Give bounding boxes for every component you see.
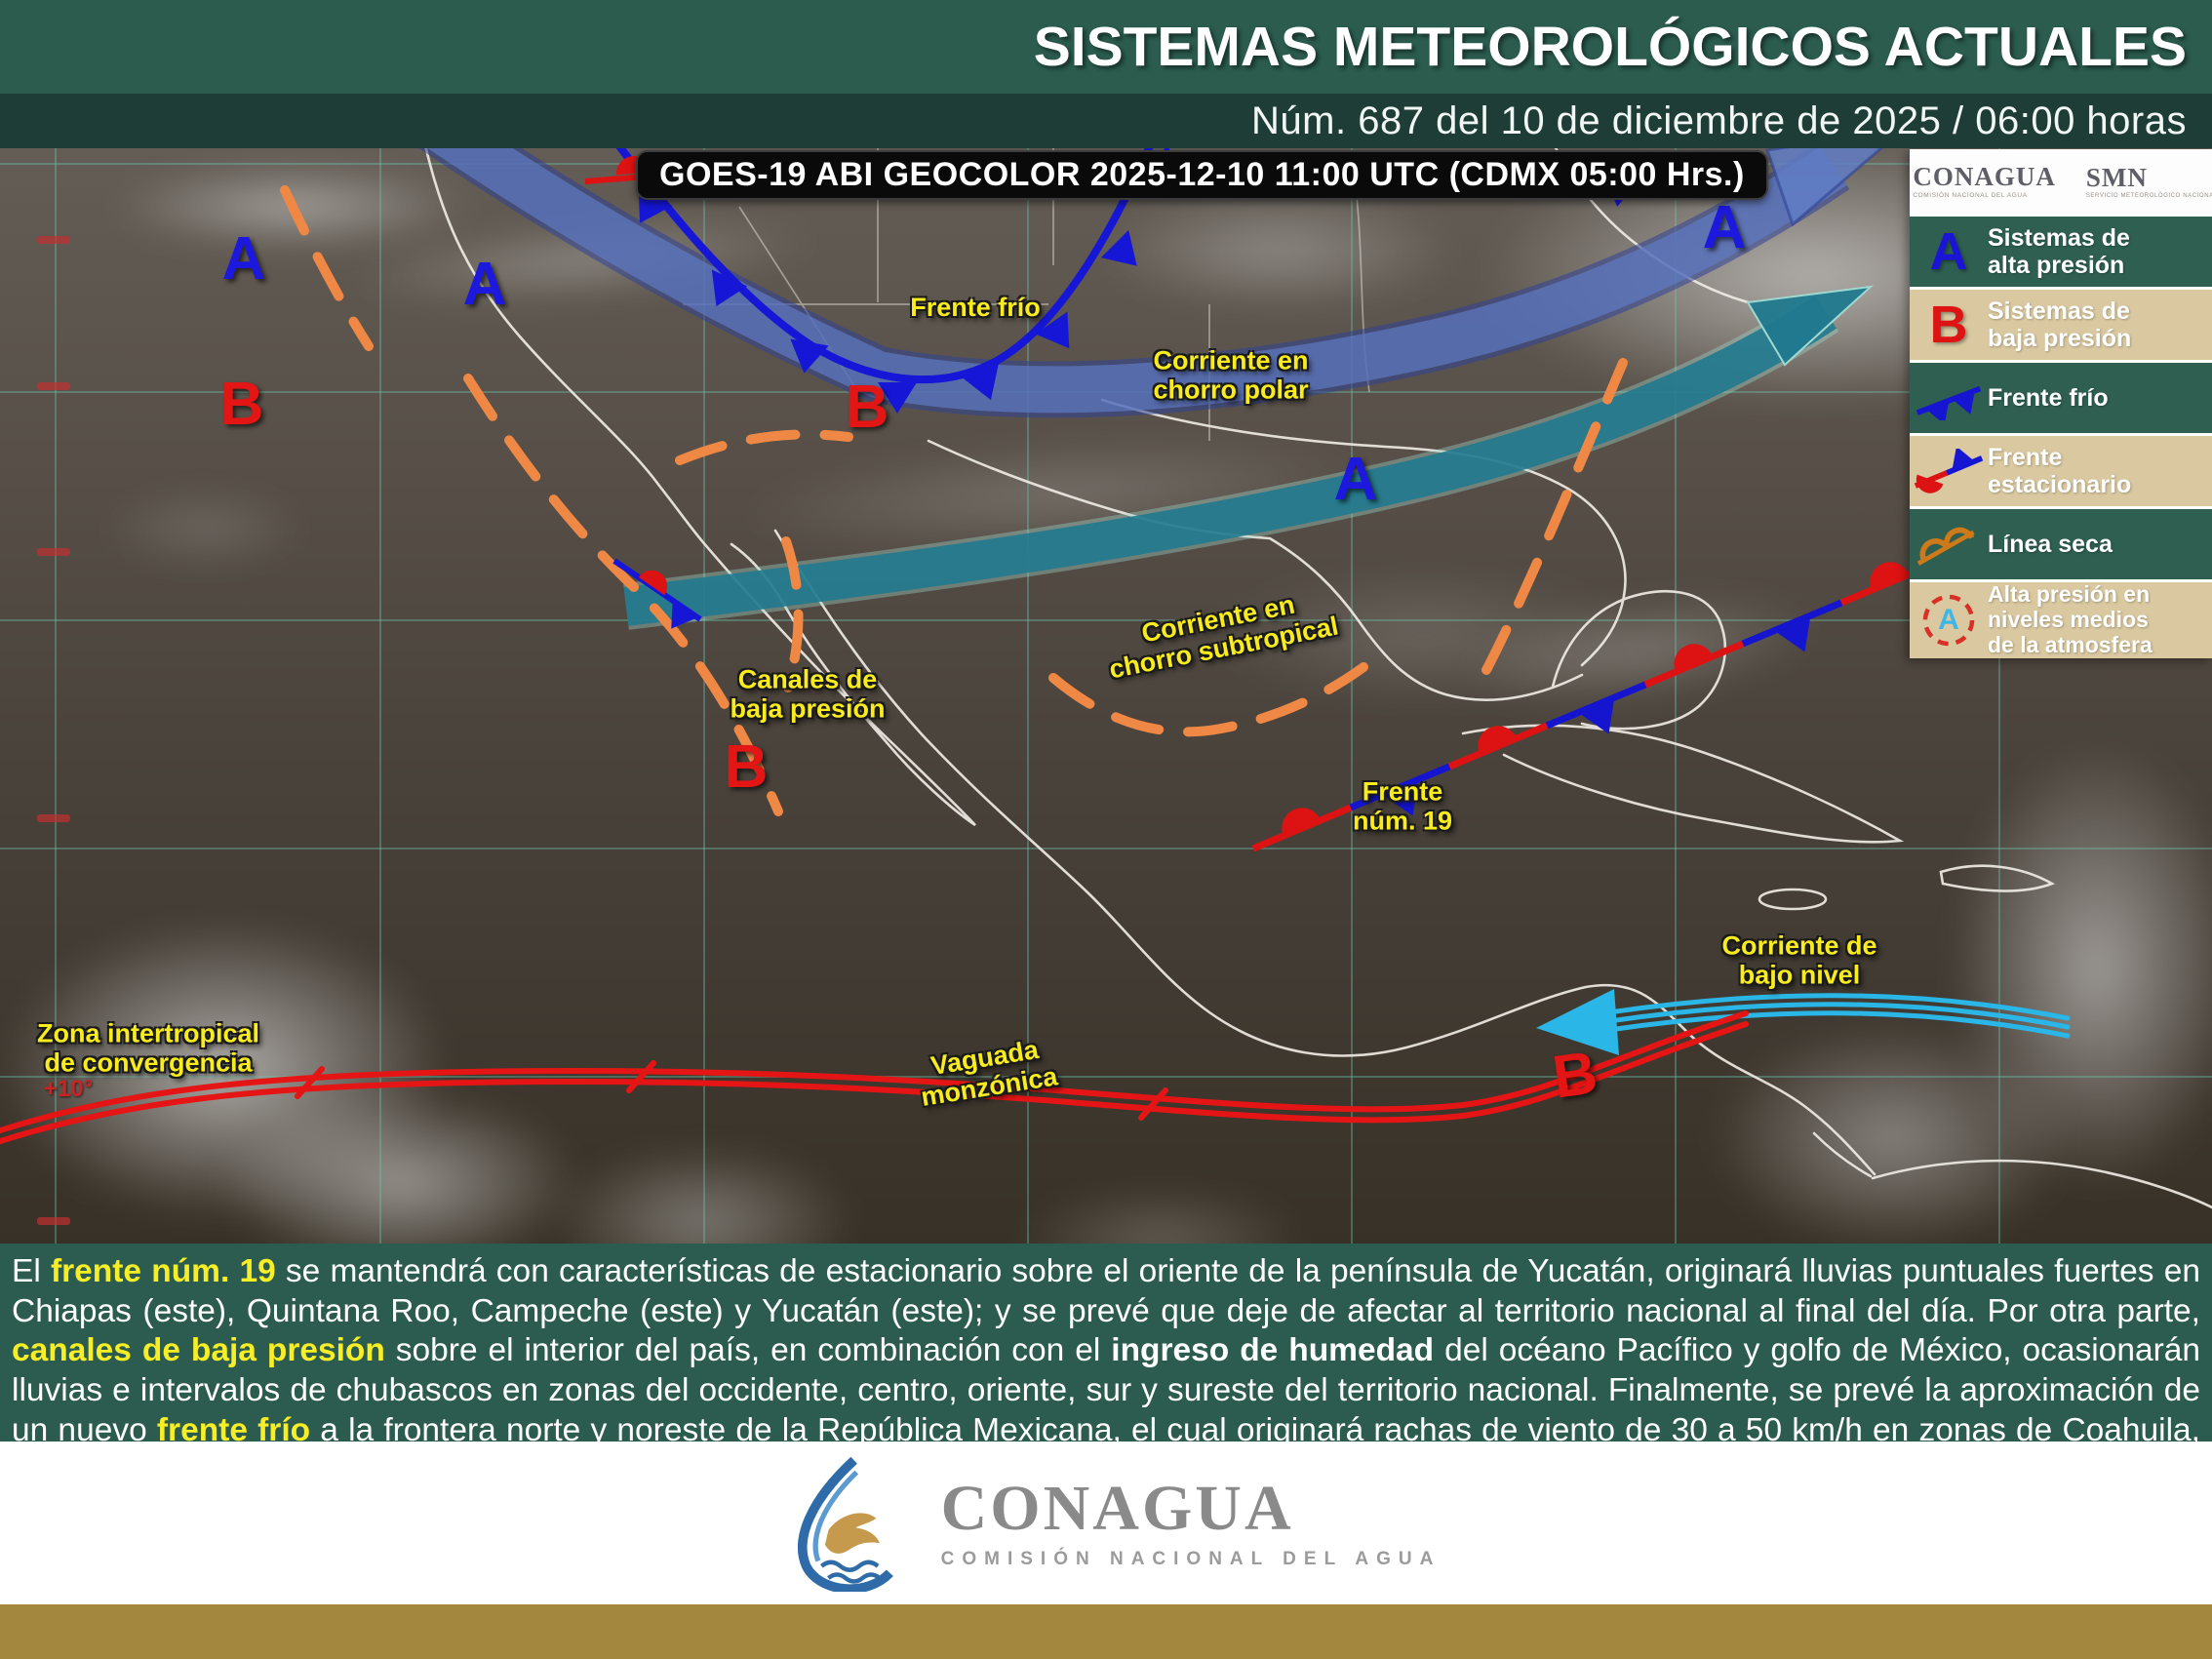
mid-level-high-letter: A [1938,604,1959,636]
legend-item-low-pressure: B Sistemas de baja presión [1910,287,2212,360]
low-pressure-letter-icon: B [1929,296,1968,354]
itcz-monsoon-trough [0,1010,1749,1145]
legend-logos: CONAGUA COMISIÓN NACIONAL DEL AGUA SMN S… [1910,149,2212,214]
gold-footer-bar [0,1604,2212,1659]
conagua-logo-icon [797,1456,893,1592]
polar-jet-stream [418,148,1884,418]
header-bar: SISTEMAS METEOROLÓGICOS ACTUALES [0,0,2212,94]
legend-item-high-pressure: A Sistemas de alta presión [1910,214,2212,287]
map-label-low-pressure-channels: Canales de baja presión [730,664,886,723]
high-pressure-mark: A [1333,446,1378,513]
forecast-summary: El frente núm. 19 se mantendrá con carac… [0,1244,2212,1487]
subtropical-jet-stream [623,285,1875,630]
map-label-cold-front: Frente frío [910,293,1041,323]
low-pressure-mark: B [1548,1039,1601,1112]
legend-label: Sistemas de baja presión [1988,297,2132,352]
low-pressure-channels [280,185,1628,816]
high-pressure-mark: A [221,225,266,293]
map-label-front-19: Frente núm. 19 [1352,776,1453,835]
low-pressure-mark: B [724,733,769,801]
high-pressure-mark: A [462,251,507,318]
high-pressure-mark: A [1702,194,1747,261]
legend-label: Frente frío [1988,384,2109,412]
summary-text: del océano Pacífico y golfo de México, o… [12,1332,2200,1448]
footer-org-tagline: COMISIÓN NACIONAL DEL AGUA [940,1548,1442,1569]
footer-org-name: CONAGUA [940,1472,1294,1544]
cold-front-icon [1916,385,1982,420]
smn-wordmark: SMN [2085,162,2148,192]
latitude-ticks [37,236,70,1225]
legend-item-dry-line: Línea seca [1910,506,2212,579]
summary-highlight: canales de baja presión [12,1332,385,1369]
map-overlay-art [0,148,2212,1244]
legend-item-cold-front: Frente frío [1910,360,2212,433]
legend-item-stationary-front: Frente estacionario [1910,433,2212,506]
page-title: SISTEMAS METEOROLÓGICOS ACTUALES [1033,16,2187,78]
map-label-polar-jet: Corriente en chorro polar [1153,345,1309,404]
legend-label: Frente estacionario [1988,444,2132,498]
low-level-current-arrow [1536,989,2071,1055]
conagua-tagline: COMISIÓN NACIONAL DEL AGUA [1913,192,2028,199]
map-label-low-level-current: Corriente de bajo nivel [1721,930,1877,989]
high-pressure-letter-icon: A [1929,222,1968,281]
smn-tagline: SERVICIO METEOROLÓGICO NACIONAL [2085,192,2212,199]
summary-bold: ingreso de humedad [1111,1332,1435,1369]
legend-panel: CONAGUA COMISIÓN NACIONAL DEL AGUA SMN S… [1910,149,2212,658]
legend-label: Alta presión en niveles medios de la atm… [1988,581,2153,657]
map-label-itcz: Zona intertropical de convergencia [36,1018,260,1077]
stationary-front-central [612,558,702,638]
cold-front-line [615,148,1193,414]
subheader-bar: Núm. 687 del 10 de diciembre de 2025 / 0… [0,94,2212,148]
low-pressure-mark: B [219,371,264,438]
footer-logo-band: CONAGUA COMISIÓN NACIONAL DEL AGUA [0,1442,2212,1604]
summary-text: sobre el interior del país, en combinaci… [384,1332,1112,1369]
mid-level-high-icon [1922,594,1975,647]
summary-text: se mantendrá con características de esta… [12,1253,2200,1329]
legend-item-mid-level-high: A Alta presión en niveles medios de la a… [1910,579,2212,658]
stationary-front-icon [1914,449,1984,494]
satellite-map: GOES-19 ABI GEOCOLOR 2025-12-10 11:00 UT… [0,148,2212,1244]
bulletin-number: Núm. 687 del 10 de diciembre de 2025 / 0… [1251,99,2187,142]
summary-text: El [12,1253,51,1289]
conagua-wordmark: CONAGUA [1913,162,2056,191]
summary-highlight: frente núm. 19 [50,1253,276,1289]
satellite-caption: GOES-19 ABI GEOCOLOR 2025-12-10 11:00 UT… [636,150,1768,200]
legend-label: Línea seca [1988,531,2113,558]
legend-label: Sistemas de alta presión [1988,224,2130,279]
low-pressure-mark: B [845,374,889,441]
latitude-label: +10° [43,1076,94,1102]
dry-line-icon [1916,527,1975,566]
